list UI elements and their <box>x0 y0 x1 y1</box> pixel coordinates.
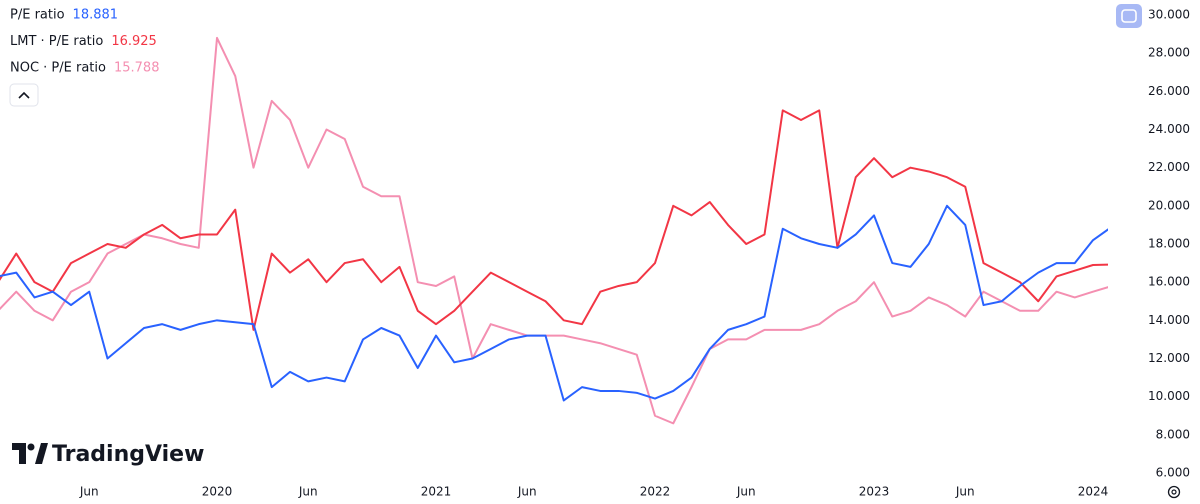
legend-value: 15.788 <box>114 61 160 76</box>
y-tick-label: 18.000 <box>1148 237 1190 251</box>
auto-scale-button[interactable] <box>1116 4 1142 28</box>
y-tick-label: 10.000 <box>1148 389 1190 403</box>
y-tick-label: 16.000 <box>1148 275 1190 289</box>
logo: TradingView <box>12 442 204 467</box>
legend-label: NOC · P/E ratio <box>10 61 106 76</box>
y-tick-label: 24.000 <box>1148 122 1190 136</box>
settings-button[interactable] <box>1167 485 1181 499</box>
legend-value: 16.925 <box>111 34 157 49</box>
series-line <box>0 36 1108 425</box>
watermark: TradingView <box>52 442 204 467</box>
legend-value: 18.881 <box>73 8 119 23</box>
x-tick-label: Jun <box>79 485 99 499</box>
y-tick-label: 30.000 <box>1148 8 1190 22</box>
x-tick-label: 2021 <box>421 485 452 499</box>
legend-label: LMT · P/E ratio <box>10 34 103 49</box>
series-line <box>0 204 1108 402</box>
y-tick-label: 22.000 <box>1148 160 1190 174</box>
x-tick-label: Jun <box>517 485 537 499</box>
x-tick-label: 2023 <box>859 485 890 499</box>
legend-collapse-button[interactable] <box>9 83 39 107</box>
y-tick-label: 14.000 <box>1148 313 1190 327</box>
x-tick-label: Jun <box>736 485 756 499</box>
y-tick-label: 20.000 <box>1148 198 1190 212</box>
y-tick-label: 12.000 <box>1148 351 1190 365</box>
legend-label: P/E ratio <box>10 8 65 23</box>
x-tick-label: Jun <box>298 485 318 499</box>
x-tick-label: 2022 <box>640 485 671 499</box>
y-tick-label: 26.000 <box>1148 84 1190 98</box>
plot-area <box>0 36 1108 425</box>
y-tick-label: 8.000 <box>1156 427 1190 441</box>
x-tick-label: 2024 <box>1078 485 1109 499</box>
x-tick-label: 2020 <box>202 485 233 499</box>
series-line <box>0 109 1108 331</box>
y-tick-label: 6.000 <box>1156 466 1190 480</box>
y-tick-label: 28.000 <box>1148 46 1190 60</box>
x-tick-label: Jun <box>955 485 975 499</box>
